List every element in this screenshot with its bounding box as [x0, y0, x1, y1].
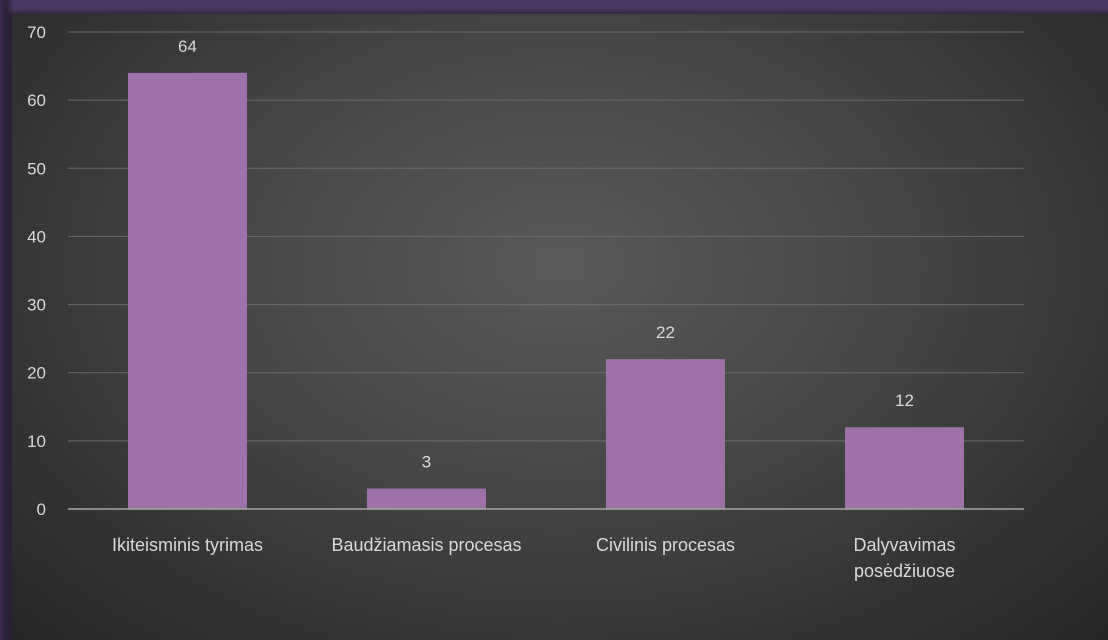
- y-tick-label: 40: [27, 227, 46, 246]
- y-tick-label: 0: [37, 500, 46, 519]
- x-category-label: Ikiteisminis tyrimas: [112, 535, 263, 555]
- x-category-label: posėdžiuose: [854, 561, 955, 581]
- bar-chart: 0 10 20 30 40 50 60 70 64 Ikiteisminis tyrimas 3 Ba…: [27, 23, 1024, 581]
- bar: [128, 72, 247, 509]
- y-tick-label: 10: [27, 432, 46, 451]
- y-tick-label: 50: [27, 159, 46, 178]
- x-category-label: Civilinis procesas: [596, 535, 735, 555]
- data-label: 3: [422, 453, 431, 472]
- data-label: 64: [178, 37, 197, 56]
- bar: [606, 359, 725, 509]
- x-category-label: Baudžiamasis procesas: [331, 535, 521, 555]
- data-label: 22: [656, 323, 675, 342]
- y-tick-label: 70: [27, 23, 46, 42]
- y-tick-label: 20: [27, 364, 46, 383]
- bar: [845, 427, 964, 509]
- y-tick-label: 60: [27, 91, 46, 110]
- x-category-label: Dalyvavimas: [853, 535, 955, 555]
- bar: [367, 488, 486, 509]
- data-label: 12: [895, 391, 914, 410]
- chart-area: 0 10 20 30 40 50 60 70 64 Ikiteisminis tyrimas 3 Ba…: [12, 14, 1108, 640]
- y-tick-label: 30: [27, 296, 46, 315]
